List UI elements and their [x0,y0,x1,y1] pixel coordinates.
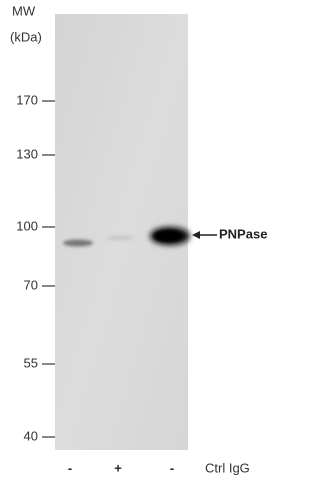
unit-label: (kDa) [10,29,42,44]
lane-label: + [114,460,122,475]
marker-label: 40 [24,428,38,443]
band-label: PNPase [219,226,267,241]
band-lane3-core [154,230,182,242]
marker-label: 100 [16,218,38,233]
band-lane2 [106,236,134,240]
marker-label: 170 [16,92,38,107]
blot-figure: MW (kDa) 170 130 100 70 55 40 PNPase - +… [0,0,278,480]
marker-ticks [42,101,55,437]
lane-title: Ctrl IgG [205,460,250,475]
marker-label: 130 [16,146,38,161]
marker-label: 70 [24,277,38,292]
lane-label: - [68,460,72,475]
marker-label: 55 [24,355,38,370]
mw-label: MW [12,3,36,18]
lane-label: - [170,460,174,475]
band-lane1 [63,240,93,247]
arrow-head [192,231,200,239]
